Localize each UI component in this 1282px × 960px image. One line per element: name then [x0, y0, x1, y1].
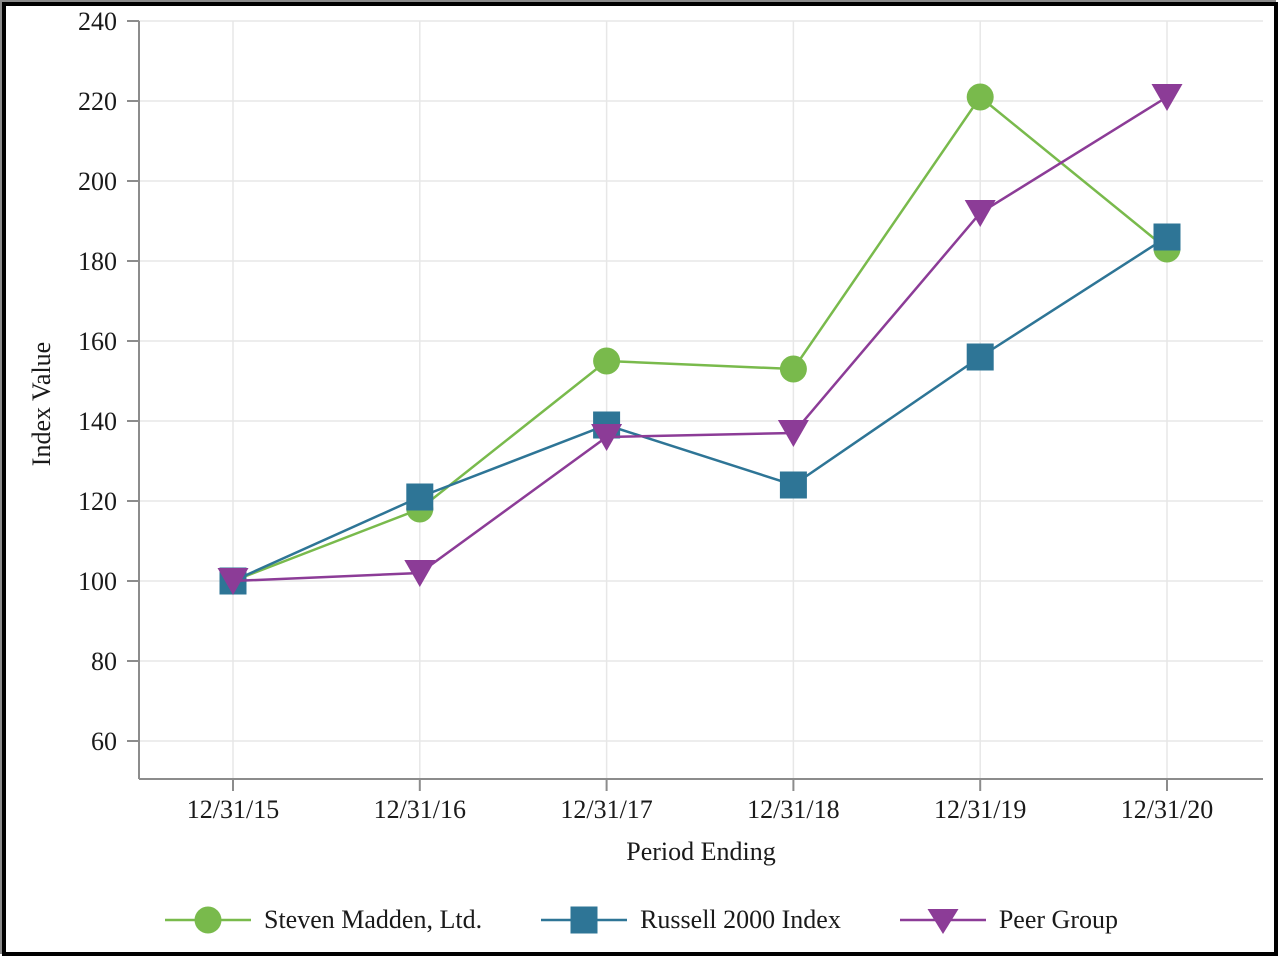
data-point-marker: [779, 471, 807, 499]
data-point-marker: [777, 420, 809, 447]
chart-legend: Steven Madden, Ltd. Russell 2000 Index P…: [0, 896, 1282, 944]
y-tick-label: 100: [78, 567, 117, 596]
x-axis-title: Period Ending: [626, 837, 776, 866]
data-point-marker: [1151, 84, 1183, 111]
series-peer-group: [217, 84, 1183, 595]
series-steven-madden-ltd: [219, 83, 1181, 595]
y-tick-label: 140: [78, 407, 117, 436]
square-marker-icon: [541, 906, 628, 934]
series-russell-2000-index: [219, 223, 1181, 595]
y-tick-label: 160: [78, 327, 117, 356]
legend-item-steven-madden: Steven Madden, Ltd.: [164, 902, 482, 938]
y-tick-label: 180: [78, 247, 117, 276]
x-tick-label: 12/31/18: [747, 795, 839, 824]
legend-label-steven-madden: Steven Madden, Ltd.: [264, 905, 483, 934]
data-point-marker: [964, 200, 996, 227]
circle-marker-icon: [165, 906, 251, 934]
y-tick-label: 240: [78, 7, 117, 36]
data-point-marker: [966, 83, 994, 111]
y-axis-title: Index Value: [27, 341, 56, 467]
series-line: [232, 235, 1168, 583]
y-tick-label: 120: [78, 487, 117, 516]
x-tick-label: 12/31/20: [1121, 795, 1213, 824]
data-point-marker: [1153, 223, 1181, 251]
triangle-marker-icon: [899, 909, 986, 934]
data-point-marker: [593, 347, 621, 375]
data-point-marker: [966, 343, 994, 371]
y-tick-label: 200: [78, 167, 117, 196]
x-tick-label: 12/31/19: [934, 795, 1026, 824]
legend-item-peer-group: Peer Group: [899, 902, 1118, 938]
y-tick-label: 60: [91, 727, 117, 756]
series-line: [232, 95, 1168, 583]
legend-item-russell-2000: Russell 2000 Index: [540, 902, 841, 938]
legend-label-peer-group: Peer Group: [998, 905, 1118, 934]
data-point-marker: [217, 568, 249, 595]
x-tick-label: 12/31/15: [187, 795, 279, 824]
x-tick-label: 12/31/16: [374, 795, 466, 824]
data-point-marker: [406, 483, 434, 511]
data-point-marker: [591, 424, 623, 451]
y-axis: 60 80 100 120 140 160 180 200 220 240: [78, 7, 140, 779]
x-tick-label: 12/31/17: [560, 795, 652, 824]
data-point-marker: [779, 355, 807, 383]
legend-label-russell-2000: Russell 2000 Index: [640, 905, 841, 934]
data-point-marker: [404, 560, 436, 587]
x-axis: 12/31/15 12/31/16 12/31/17 12/31/18 12/31/19…: [139, 778, 1263, 824]
gridlines: [139, 20, 1263, 779]
y-tick-label: 220: [78, 87, 117, 116]
y-tick-label: 80: [91, 647, 117, 676]
series-line: [232, 95, 1168, 583]
